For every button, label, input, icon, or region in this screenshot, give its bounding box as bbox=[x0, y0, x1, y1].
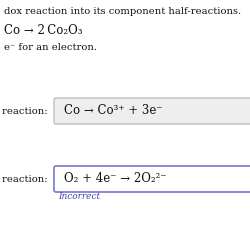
Text: O₂ + 4e⁻ → 2O₂²⁻: O₂ + 4e⁻ → 2O₂²⁻ bbox=[64, 172, 166, 186]
Text: reaction:: reaction: bbox=[2, 174, 54, 184]
Text: reaction:: reaction: bbox=[2, 106, 54, 116]
Text: Co → 2 Co₂O₃: Co → 2 Co₂O₃ bbox=[4, 24, 82, 37]
Text: e⁻ for an electron.: e⁻ for an electron. bbox=[4, 43, 97, 52]
FancyBboxPatch shape bbox=[54, 166, 250, 192]
Text: dox reaction into its component half-reactions.: dox reaction into its component half-rea… bbox=[4, 7, 241, 16]
Text: Co → Co³⁺ + 3e⁻: Co → Co³⁺ + 3e⁻ bbox=[64, 104, 162, 118]
Text: Incorrect: Incorrect bbox=[58, 192, 100, 201]
FancyBboxPatch shape bbox=[54, 98, 250, 124]
